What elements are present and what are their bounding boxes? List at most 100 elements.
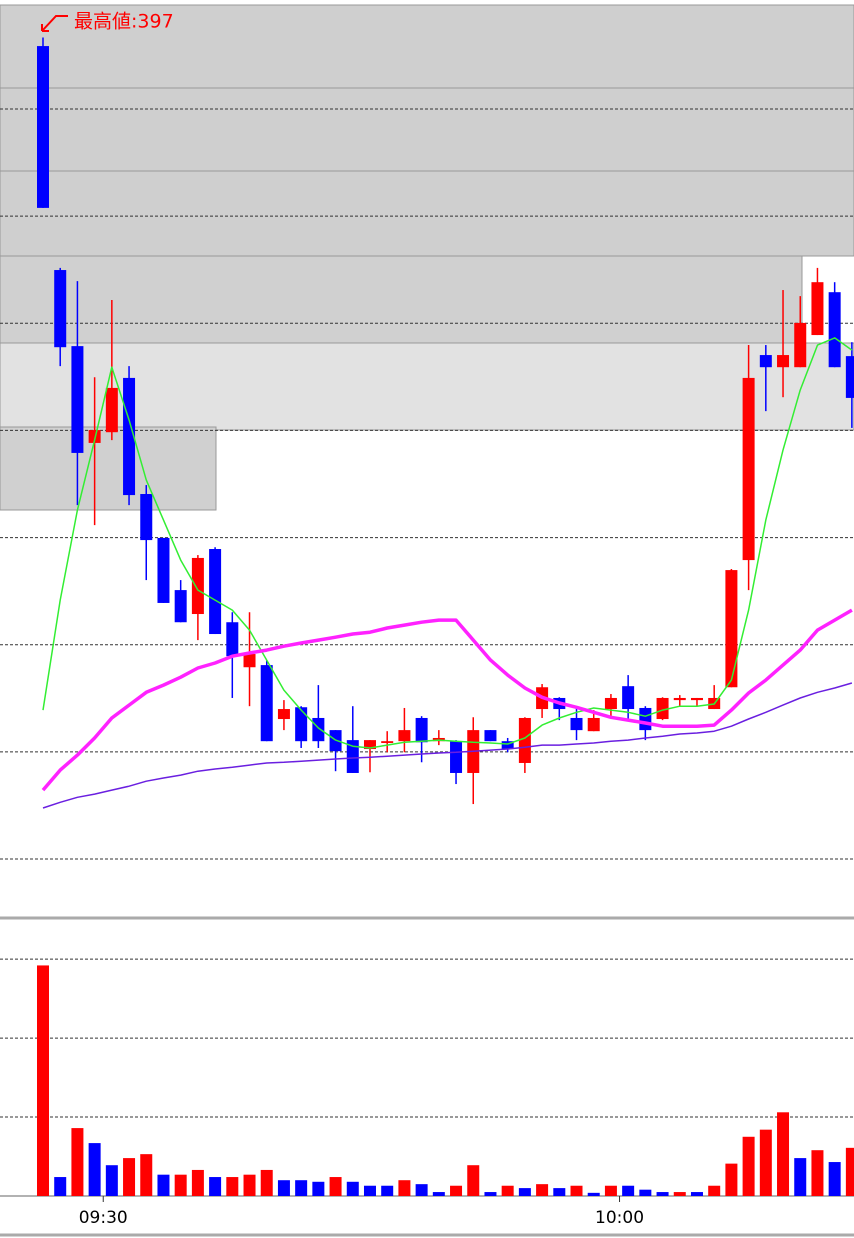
volume-bar bbox=[604, 1185, 617, 1196]
volume-bar bbox=[570, 1185, 583, 1196]
candle-body bbox=[243, 654, 256, 668]
volume-bar bbox=[622, 1185, 635, 1196]
volume-bar bbox=[759, 1129, 772, 1196]
candle-body bbox=[209, 549, 222, 635]
price-zone bbox=[0, 4, 854, 257]
high-arrow bbox=[41, 15, 68, 32]
candle-body bbox=[123, 377, 136, 496]
volume-bar bbox=[381, 1185, 394, 1196]
volume-bar bbox=[415, 1184, 428, 1196]
volume-bar bbox=[639, 1189, 652, 1196]
candle-body bbox=[54, 270, 67, 348]
candle-body bbox=[811, 282, 824, 336]
volume-bar bbox=[845, 1147, 854, 1196]
volume-bar bbox=[398, 1180, 411, 1196]
candle-body bbox=[587, 717, 600, 732]
volume-bar bbox=[71, 1128, 84, 1196]
volume-bar bbox=[363, 1185, 376, 1196]
candle-body bbox=[295, 707, 308, 742]
volume-bar bbox=[191, 1169, 204, 1196]
candle-body bbox=[415, 717, 428, 743]
moving-average bbox=[42, 682, 853, 809]
volume-bar bbox=[88, 1143, 101, 1196]
candle-body bbox=[501, 741, 514, 750]
volume-bar bbox=[777, 1112, 790, 1196]
volume-bar bbox=[37, 965, 49, 1196]
candle-body bbox=[828, 292, 841, 368]
candle-body bbox=[226, 622, 239, 657]
volume-bar bbox=[295, 1180, 308, 1196]
candle-body bbox=[71, 346, 84, 453]
volume-bar bbox=[140, 1154, 153, 1196]
volume-bar bbox=[174, 1174, 187, 1196]
volume-bar bbox=[157, 1174, 170, 1196]
price-zone bbox=[0, 255, 803, 344]
candle-body bbox=[639, 707, 652, 731]
moving-average bbox=[42, 337, 853, 749]
candle-body bbox=[363, 740, 376, 750]
candle-body bbox=[37, 46, 49, 208]
volume-bar bbox=[54, 1177, 67, 1196]
candle-body bbox=[518, 717, 531, 763]
candle-body bbox=[260, 665, 273, 742]
price-zone bbox=[0, 342, 854, 431]
candle-body bbox=[398, 730, 411, 742]
candle-body bbox=[777, 355, 790, 368]
candle-body bbox=[845, 356, 854, 398]
moving-average bbox=[41, 608, 853, 792]
volume-bar bbox=[656, 1192, 669, 1196]
high-annotation: 最高値:397 bbox=[74, 11, 174, 33]
candle-body bbox=[346, 740, 359, 773]
candle-body bbox=[690, 697, 703, 701]
volume-bar bbox=[467, 1165, 480, 1196]
volume-bar bbox=[329, 1177, 342, 1196]
candle-body bbox=[191, 557, 204, 615]
volume-bar bbox=[243, 1174, 256, 1196]
candle-body bbox=[450, 741, 463, 773]
volume-bar bbox=[105, 1165, 118, 1196]
volume-bar bbox=[209, 1177, 222, 1196]
volume-bar bbox=[536, 1184, 549, 1196]
volume-bar bbox=[123, 1158, 136, 1196]
volume-bar bbox=[553, 1188, 566, 1196]
volume-bar bbox=[450, 1185, 463, 1196]
volume-bar bbox=[828, 1162, 841, 1196]
candle-body bbox=[484, 730, 497, 742]
candle-body bbox=[105, 387, 118, 433]
candle-body bbox=[312, 717, 325, 742]
candle-body bbox=[277, 709, 290, 720]
volume-bar bbox=[226, 1177, 239, 1196]
volume-bar bbox=[501, 1185, 514, 1196]
candle-body bbox=[174, 590, 187, 623]
candle-body bbox=[725, 570, 738, 688]
volume-bar bbox=[690, 1192, 703, 1196]
volume-bar bbox=[312, 1181, 325, 1196]
volume-bar bbox=[432, 1192, 445, 1196]
volume-bar bbox=[742, 1136, 755, 1196]
candle-body bbox=[622, 686, 635, 710]
volume-bar bbox=[346, 1181, 359, 1196]
volume-bar bbox=[260, 1169, 273, 1196]
candle-body bbox=[656, 697, 669, 720]
x-tick-label: 09:30 bbox=[79, 1208, 128, 1228]
volume-bar bbox=[708, 1185, 721, 1196]
volume-bar bbox=[518, 1188, 531, 1196]
price-zone bbox=[0, 426, 217, 511]
candle-body bbox=[673, 697, 686, 701]
volume-bar bbox=[673, 1192, 686, 1196]
volume-bar bbox=[811, 1150, 824, 1196]
candle-body bbox=[759, 355, 772, 368]
candle-body bbox=[794, 322, 807, 368]
candle-body bbox=[88, 430, 101, 443]
volume-bar bbox=[277, 1180, 290, 1196]
candle-body bbox=[157, 537, 170, 603]
candle-body bbox=[604, 697, 617, 710]
candle-body bbox=[381, 741, 394, 743]
candle-body bbox=[742, 377, 755, 561]
candle-body bbox=[140, 494, 153, 541]
volume-bar bbox=[587, 1192, 600, 1196]
x-tick-label: 10:00 bbox=[595, 1208, 644, 1228]
volume-bar bbox=[725, 1163, 738, 1196]
volume-bar bbox=[484, 1192, 497, 1196]
